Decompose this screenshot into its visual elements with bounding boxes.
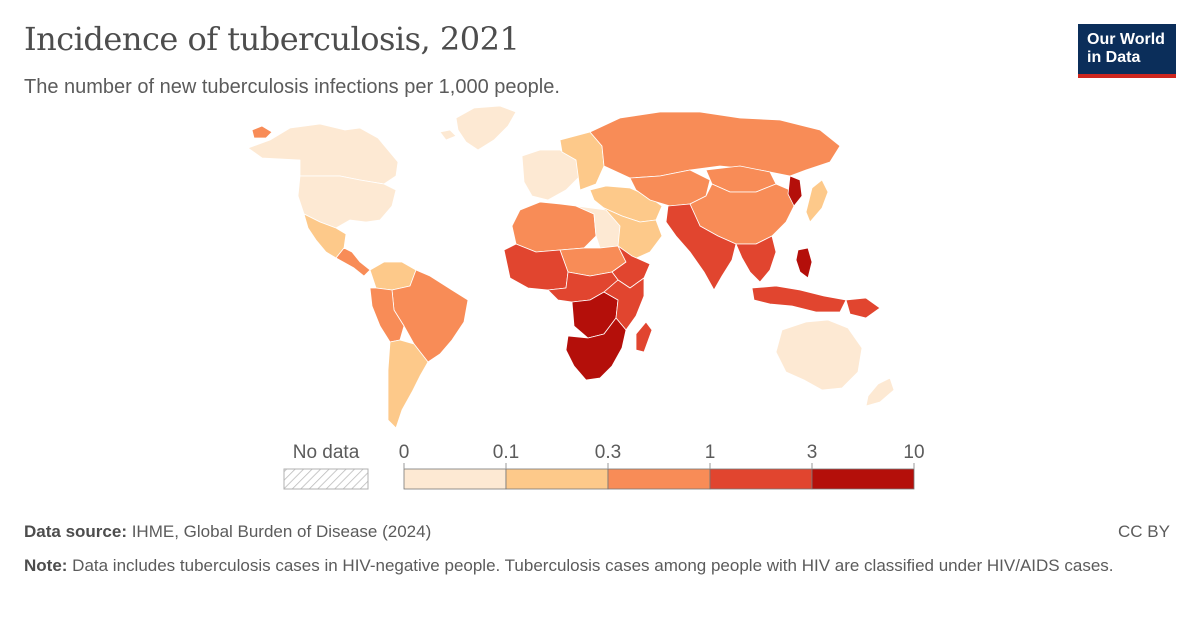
region-iceland[interactable]: Iceland <box>439 129 457 141</box>
logo-line-2: in Data <box>1087 49 1141 66</box>
data-source: Data source: IHME, Global Burden of Dise… <box>24 522 431 542</box>
region-brazil[interactable]: Brazil <box>391 269 469 363</box>
region-russia[interactable]: Russia <box>589 111 841 179</box>
region-western-europe[interactable]: Western Europe <box>521 149 581 201</box>
region-north-korea[interactable]: North Korea <box>787 175 803 207</box>
data-source-text: IHME, Global Burden of Disease (2024) <box>126 522 432 541</box>
data-source-label: Data source: <box>24 522 127 541</box>
region-southeast-asia[interactable]: Southeast Asia <box>735 235 777 283</box>
chart-subtitle: The number of new tuberculosis infection… <box>24 76 560 98</box>
region-australia[interactable]: Australia <box>775 319 863 391</box>
region-north-africa[interactable]: North Africa <box>511 201 597 253</box>
owid-logo[interactable]: Our World in Data <box>1078 24 1176 78</box>
chart-title: Incidence of tuberculosis, 2021 <box>24 20 520 58</box>
region-new-zealand[interactable]: New Zealand <box>865 377 895 407</box>
region-greenland[interactable]: Greenland <box>251 125 273 139</box>
region-scandinavia[interactable]: Scandinavia <box>455 105 517 151</box>
note-text: Data includes tuberculosis cases in HIV-… <box>67 556 1114 575</box>
region-argentina-chile[interactable]: Argentina / Chile <box>387 339 429 429</box>
logo-line-1: Our World <box>1087 31 1165 48</box>
region-japan[interactable]: Japan <box>805 179 829 223</box>
region-east-africa[interactable]: East Africa <box>603 277 645 331</box>
note-label: Note: <box>24 556 68 575</box>
region-peru-bolivia[interactable]: Peru / Bolivia <box>369 287 405 343</box>
region-madagascar[interactable]: Madagascar <box>635 321 653 353</box>
region-papua-new-guinea[interactable]: Papua New Guinea <box>845 297 881 319</box>
region-southern-africa[interactable]: Southern Africa <box>565 317 627 381</box>
region-indonesia[interactable]: Indonesia <box>751 285 847 313</box>
region-canada[interactable]: Canada <box>247 123 399 185</box>
data-note: Note: Data includes tuberculosis cases i… <box>24 554 1144 577</box>
region-central-america[interactable]: Central America <box>335 247 371 277</box>
region-south-asia[interactable]: South Asia <box>665 203 737 291</box>
license-link[interactable]: CC BY <box>1118 522 1170 541</box>
region-philippines[interactable]: Philippines <box>795 247 813 279</box>
